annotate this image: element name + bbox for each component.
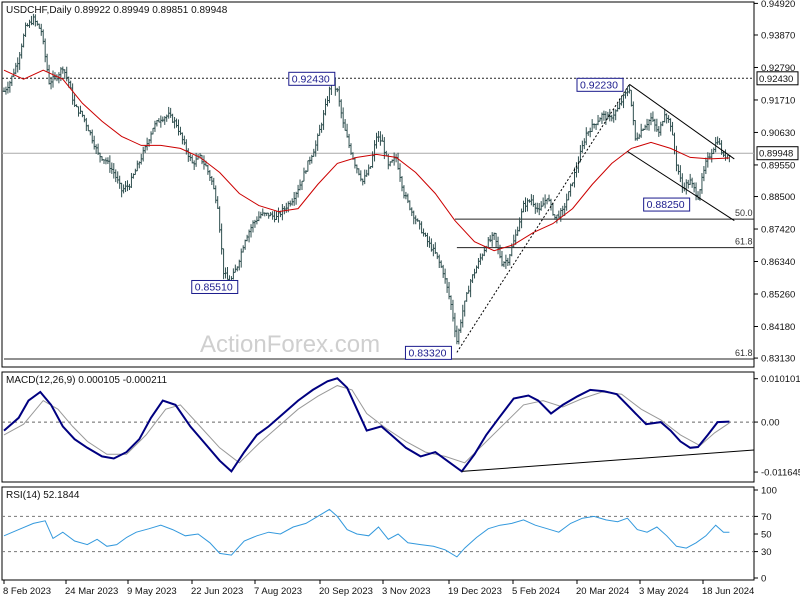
y-tick-label: 0.90630 <box>761 128 795 139</box>
y-tick-label: 0.91710 <box>761 95 795 106</box>
price-title: USDCHF,Daily 0.89922 0.89949 0.89851 0.8… <box>6 5 228 16</box>
trendline <box>456 84 630 353</box>
rsi-y-axis: 100 70 50 30 0 <box>754 486 777 585</box>
trendline <box>627 150 735 222</box>
x-tick-label: 8 Feb 2023 <box>3 586 51 597</box>
x-tick-label: 19 Dec 2023 <box>448 586 502 597</box>
x-axis: 8 Feb 2023 24 Mar 2023 9 May 2023 22 Jun 20… <box>3 580 754 597</box>
y-tick-label: 0.87420 <box>761 225 795 236</box>
y-tick-label: -0.011645 <box>761 468 800 479</box>
price-tag-box <box>756 71 799 86</box>
reference-lines <box>2 77 754 154</box>
x-tick-label: 5 Feb 2024 <box>512 586 560 597</box>
price-annotation: 0.85510 <box>195 281 233 293</box>
y-tick-label: 70 <box>761 512 772 523</box>
y-tick-label: 0.00 <box>761 418 780 429</box>
trendlines <box>456 83 735 353</box>
y-tick-label: 0.010101 <box>761 374 800 385</box>
moving-average-line <box>3 69 730 252</box>
price-annotation: 0.92430 <box>292 73 330 85</box>
macd-y-axis: 0.010101 0.00 -0.011645 <box>754 374 800 479</box>
rsi-panel: RSI(14) 52.1844 100 70 50 30 0 <box>1 486 777 585</box>
price-y-axis: 0.94920 0.93870 0.92790 0.91710 0.90630 0.895… <box>754 0 799 365</box>
price-bars <box>2 13 731 345</box>
y-tick-label: 100 <box>761 486 777 497</box>
macd-trendline <box>461 449 755 472</box>
price-annotation-box <box>404 345 452 360</box>
fib-label: 50.0 <box>735 208 753 218</box>
macd-panel: MACD(12,26,9) 0.000105 -0.000211 0.01010… <box>1 371 800 483</box>
price-panel-frame <box>1 1 755 368</box>
x-tick-label: 20 Sep 2023 <box>319 586 373 597</box>
price-annotation-box <box>643 197 691 212</box>
price-annotation-box <box>288 71 336 86</box>
price-annotation: 0.83320 <box>408 347 446 359</box>
y-tick-label: 0 <box>761 574 766 585</box>
fib-label: 61.8 <box>735 348 753 358</box>
price-annotation: 0.92230 <box>580 79 618 91</box>
price-annotation-box <box>576 77 624 92</box>
macd-panel-frame <box>1 371 755 483</box>
x-tick-label: 7 Aug 2023 <box>254 586 302 597</box>
trendline <box>629 83 735 160</box>
price-annotation: 0.88250 <box>647 199 685 211</box>
macd-line <box>3 377 730 473</box>
y-tick-label: 0.88500 <box>761 192 795 203</box>
y-tick-label: 0.93870 <box>761 30 795 41</box>
y-tick-label: 30 <box>761 547 772 558</box>
price-tag: 0.89948 <box>759 149 793 160</box>
price-tag-box <box>756 146 799 161</box>
x-tick-label: 18 Jun 2024 <box>702 586 754 597</box>
fibonacci-lines: 50.0 61.8 61.8 <box>4 208 754 360</box>
x-tick-label: 24 Mar 2023 <box>65 586 118 597</box>
watermark: ActionForex.com <box>200 331 380 358</box>
x-tick-label: 9 May 2023 <box>127 586 177 597</box>
macd-title: MACD(12,26,9) 0.000105 -0.000211 <box>6 375 167 386</box>
y-tick-label: 0.85260 <box>761 290 795 301</box>
price-annotations: 0.92430 0.85510 0.83320 0.92230 0.88250 <box>191 71 691 360</box>
y-tick-label: 0.92790 <box>761 63 795 74</box>
x-tick-label: 3 May 2024 <box>639 586 689 597</box>
price-tag: 0.92430 <box>759 74 793 85</box>
price-panel: ActionForex.com 50.0 61.8 61.8 0.92430 0.85… <box>1 0 799 368</box>
y-tick-label: 0.84180 <box>761 322 795 333</box>
y-tick-label: 0.94920 <box>761 0 795 10</box>
y-tick-label: 0.83130 <box>761 354 795 365</box>
rsi-line <box>3 508 730 558</box>
rsi-levels <box>2 515 754 553</box>
price-annotation-box <box>191 279 239 294</box>
y-tick-label: 50 <box>761 530 772 541</box>
x-tick-label: 20 Mar 2024 <box>576 586 629 597</box>
x-tick-label: 3 Nov 2023 <box>382 586 431 597</box>
y-tick-label: 0.86340 <box>761 257 795 268</box>
y-tick-label: 0.89550 <box>761 160 795 171</box>
fib-label: 61.8 <box>735 237 753 247</box>
rsi-title: RSI(14) 52.1844 <box>6 490 80 501</box>
x-tick-label: 22 Jun 2023 <box>191 586 243 597</box>
